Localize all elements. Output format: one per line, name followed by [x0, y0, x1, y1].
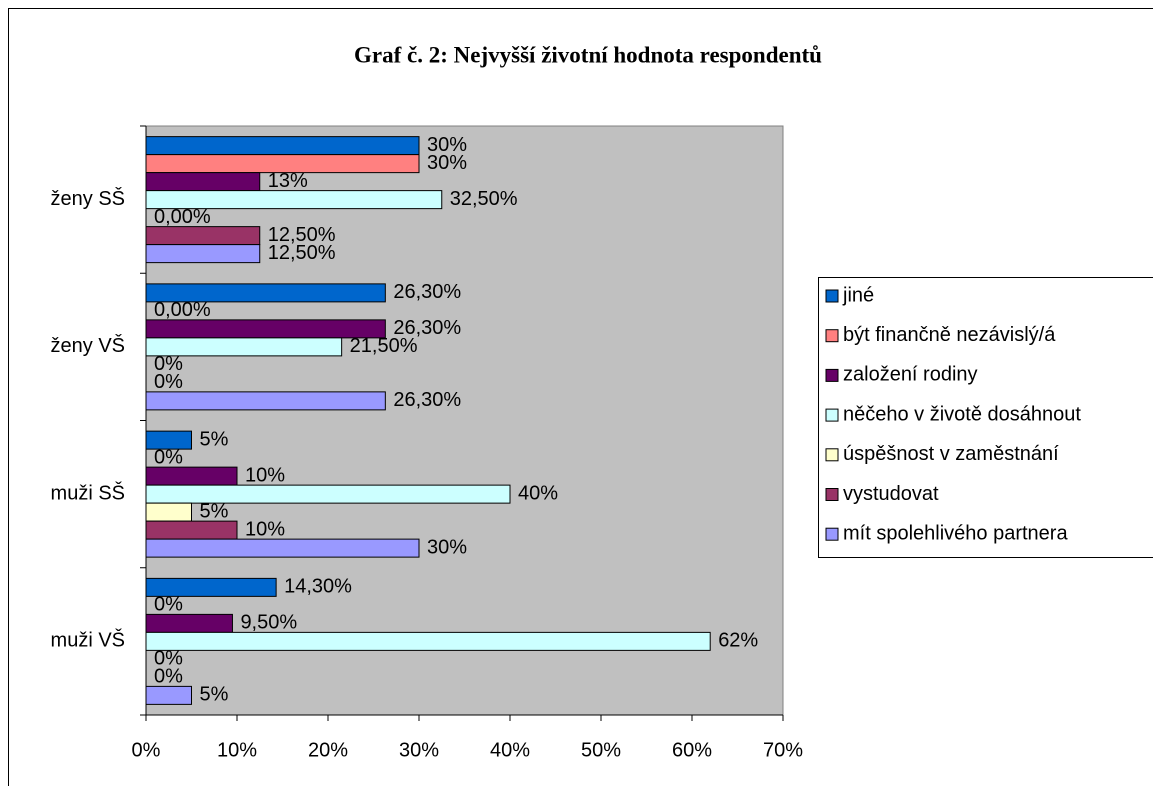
value-label: 12,50% [268, 242, 336, 264]
legend [818, 277, 1153, 558]
chart-title: Graf č. 2: Nejvyšší životní hodnota resp… [354, 42, 822, 67]
value-label: 0% [154, 353, 183, 375]
value-label: 40% [518, 482, 558, 504]
bar [145, 613, 233, 633]
legend-label: jiné [842, 284, 874, 306]
bar [145, 538, 420, 558]
legend-swatch [825, 289, 839, 303]
legend-label: vystudovat [843, 483, 939, 505]
value-label: 13% [268, 170, 308, 192]
value-label: 0% [154, 648, 183, 670]
bar [145, 283, 386, 303]
bar [145, 685, 192, 705]
bar [145, 244, 261, 264]
category-label: ženy VŠ [51, 334, 125, 357]
legend-label: úspěšnost v zaměstnání [843, 443, 1059, 465]
x-tick-label: 70% [763, 739, 803, 761]
x-tick-label: 0% [132, 739, 161, 761]
value-label: 0% [154, 666, 183, 688]
value-label: 30% [427, 152, 467, 174]
legend-label: založení rodiny [843, 364, 978, 386]
value-label: 30% [427, 134, 467, 156]
value-label: 5% [200, 500, 229, 522]
bar [145, 631, 711, 651]
value-label: 14,30% [284, 576, 352, 598]
x-tick-label: 10% [217, 739, 257, 761]
x-tick-label: 20% [308, 739, 348, 761]
value-label: 0,00% [154, 206, 211, 228]
bar [145, 154, 420, 174]
bar [145, 484, 511, 504]
legend-swatch [825, 368, 839, 382]
value-label: 10% [245, 464, 285, 486]
value-label: 26,30% [393, 317, 461, 339]
legend-swatch [825, 448, 839, 462]
value-label: 0,00% [154, 299, 211, 321]
value-label: 10% [245, 518, 285, 540]
value-label: 5% [200, 428, 229, 450]
value-label: 0% [154, 446, 183, 468]
value-label: 5% [200, 684, 229, 706]
legend-label: něčeho v životě dosáhnout [843, 403, 1081, 425]
bar [145, 430, 192, 450]
bar [145, 190, 443, 210]
value-label: 30% [427, 536, 467, 558]
bar [145, 337, 343, 357]
bar [145, 172, 261, 192]
category-label: ženy SŠ [51, 187, 125, 210]
bar [145, 502, 192, 522]
x-tick-label: 40% [490, 739, 530, 761]
legend-swatch [825, 527, 839, 541]
legend-swatch [825, 408, 839, 422]
plot-area [145, 125, 784, 716]
value-label: 32,50% [450, 188, 518, 210]
bar [145, 226, 261, 246]
bar [145, 391, 386, 411]
value-label: 0% [154, 371, 183, 393]
bar [145, 520, 238, 540]
bar [145, 136, 420, 156]
bar [145, 577, 277, 597]
value-label: 26,30% [393, 389, 461, 411]
value-label: 0% [154, 594, 183, 616]
category-label: muži SŠ [51, 481, 125, 504]
legend-swatch [825, 329, 839, 343]
category-label: muži VŠ [51, 629, 125, 652]
value-label: 26,30% [393, 281, 461, 303]
bar [145, 466, 238, 486]
x-tick-label: 60% [672, 739, 712, 761]
value-label: 9,50% [240, 612, 297, 634]
value-label: 12,50% [268, 224, 336, 246]
legend-swatch [825, 488, 839, 501]
value-label: 21,50% [350, 335, 418, 357]
x-tick-label: 30% [399, 739, 439, 761]
value-label: 62% [718, 630, 758, 652]
legend-label: mít spolehlivého partnera [843, 522, 1068, 544]
x-tick-label: 50% [581, 739, 621, 761]
legend-label: být finančně nezávislý/á [843, 324, 1056, 346]
